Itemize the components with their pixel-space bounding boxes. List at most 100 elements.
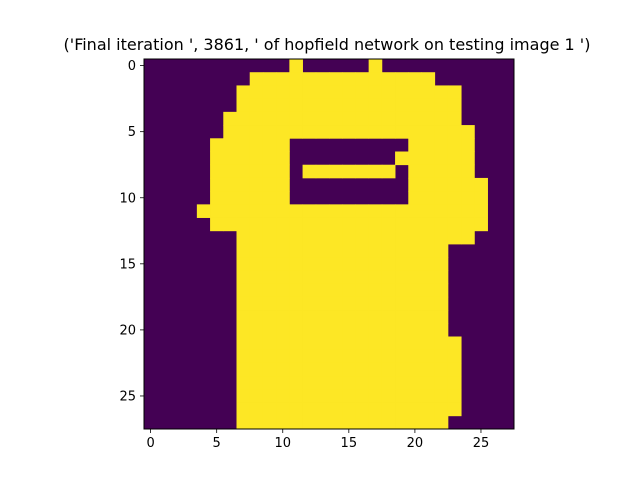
heatmap-cell [421,164,436,179]
heatmap-cell [368,349,383,364]
heatmap-cell [342,85,356,100]
heatmap-cell [315,310,330,324]
heatmap-cell [236,296,251,311]
heatmap-cell [262,72,277,86]
heatmap-cell [421,217,436,232]
heatmap-cell [381,270,396,285]
heatmap-cell [315,98,330,113]
heatmap-cell [249,177,264,192]
heatmap-cell [210,138,224,152]
heatmap-cell [421,270,436,285]
heatmap-cell [276,323,290,337]
heatmap-cell [329,230,343,245]
heatmap-cell [395,376,409,390]
heatmap-cell [262,376,277,390]
heatmap-cell [210,217,224,232]
heatmap-cell [249,402,264,417]
x-tick-label: 25 [473,436,490,451]
heatmap-cell [395,72,409,86]
heatmap-cell [395,111,409,126]
heatmap-cell [342,244,356,258]
heatmap-cell [236,98,251,113]
heatmap-cell [262,257,277,271]
heatmap-cell [421,349,436,364]
heatmap-cell [408,402,422,417]
heatmap-cell [395,415,409,430]
heatmap-cell [447,111,462,126]
heatmap-cell [447,336,462,351]
heatmap-cell [421,336,436,351]
heatmap-cell [395,402,409,417]
heatmap-cell [276,85,290,100]
heatmap-cell [289,323,303,337]
heatmap-cell [315,125,330,139]
heatmap-cell [447,85,462,100]
heatmap-cell [395,230,409,245]
heatmap-cell [368,217,383,232]
heatmap-cell [236,310,251,324]
heatmap-cell [289,349,303,364]
heatmap-cell [302,125,317,139]
heatmap-cell [395,323,409,337]
heatmap-cell [355,72,370,86]
heatmap-cell [434,270,449,285]
heatmap-cell [249,85,264,100]
heatmap-cell [302,72,317,86]
heatmap-cell [262,349,277,364]
heatmap-cell [302,98,317,113]
heatmap-cell [236,244,251,258]
heatmap-cell [355,217,370,232]
heatmap-cell [315,244,330,258]
heatmap-cell [329,72,343,86]
heatmap-cell [408,177,422,192]
heatmap-cell [381,349,396,364]
heatmap-cell [408,296,422,311]
heatmap-cell [381,164,396,179]
heatmap-cell [276,217,290,232]
heatmap-cell [236,283,251,298]
heatmap-cell [368,362,383,377]
heatmap-cell [421,257,436,271]
heatmap-cell [249,138,264,152]
x-tick-label: 15 [341,436,358,451]
heatmap-cell [421,296,436,311]
heatmap-cell [355,336,370,351]
heatmap-cell [249,204,264,218]
heatmap-cell [368,296,383,311]
heatmap-cell [381,310,396,324]
x-axis: 0 5 10 15 20 25 [146,429,489,451]
heatmap-cell [368,164,383,179]
heatmap-cell [223,204,237,218]
heatmap-cell [421,177,436,192]
heatmap-cell [355,402,370,417]
heatmap-cell [223,125,237,139]
heatmap-cell [262,323,277,337]
heatmap-cell [302,164,317,179]
heatmap-cell [355,349,370,364]
heatmap-cell [408,85,422,100]
heatmap-cell [474,191,488,205]
heatmap-cell [315,336,330,351]
heatmap-cell [276,415,290,430]
heatmap-cell [434,85,449,100]
heatmap-cell [461,230,475,245]
heatmap-cell [236,125,251,139]
heatmap-cell [434,217,449,232]
heatmap-cell [249,323,264,337]
heatmap-cell [289,296,303,311]
heatmap-cell [329,125,343,139]
heatmap-cell [236,323,251,337]
heatmap-cell [342,376,356,390]
heatmap-cell [262,204,277,218]
heatmap-cell [342,111,356,126]
heatmap-cell [342,98,356,113]
heatmap-cell [236,151,251,166]
heatmap-cell [329,376,343,390]
heatmap-cell [249,270,264,285]
heatmap-cell [461,177,475,192]
heatmap-cell [262,138,277,152]
heatmap-cell [315,217,330,232]
heatmap-cell [315,349,330,364]
y-tick-label: 10 [119,191,136,206]
heatmap-cell [262,362,277,377]
